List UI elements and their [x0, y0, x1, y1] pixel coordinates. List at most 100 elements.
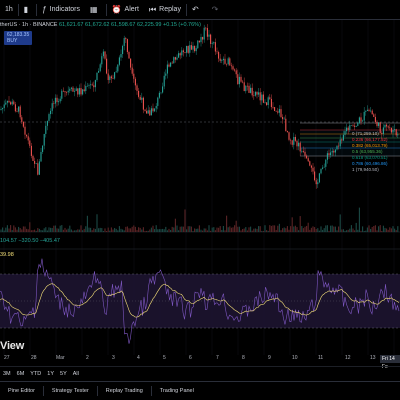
chart-canvas[interactable]: [0, 20, 400, 358]
time-tick-label: 3: [112, 355, 115, 361]
candle-body: [0, 109, 2, 110]
volume-bar: [77, 229, 79, 232]
candle-body: [387, 126, 389, 128]
indicators-button[interactable]: ƒ Indicators: [37, 0, 85, 20]
range-1y-button[interactable]: 1Y: [47, 370, 55, 377]
volume-bar: [179, 226, 181, 232]
symbol-legend[interactable]: therUS · 1h · BINANCE 61,621.67 61,672.6…: [0, 22, 201, 28]
range-5y-button[interactable]: 5Y: [60, 370, 67, 377]
candle-body: [232, 66, 234, 70]
candle-body: [75, 88, 77, 91]
volume-bar: [144, 230, 146, 232]
time-tick-label: 5: [163, 355, 166, 361]
buy-price-badge[interactable]: 62,183.35 BUY: [4, 31, 33, 45]
tab-trading-panel[interactable]: Trading Panel: [159, 388, 194, 394]
replay-icon: ⏮: [148, 4, 157, 14]
candle-body: [173, 57, 175, 64]
volume-bar: [30, 230, 32, 232]
candle-body: [210, 34, 212, 44]
volume-bar: [181, 226, 183, 232]
tab-pine-editor[interactable]: Pine Editor: [8, 388, 35, 394]
tab-strategy-tester[interactable]: Strategy Tester: [51, 388, 89, 394]
time-axis[interactable]: 27 28 Mar 2 3 4 5 6 7 8 9 10 11 12 13: [0, 354, 400, 364]
candle-body: [272, 107, 274, 108]
volume-bar: [309, 229, 311, 232]
layout-button[interactable]: ▦: [85, 0, 106, 20]
range-6m-button[interactable]: 6M: [16, 370, 25, 377]
candle-body: [190, 45, 192, 50]
rsi-value: 39.98: [0, 252, 14, 258]
volume-bar: [331, 225, 333, 232]
volume-bar: [354, 230, 356, 232]
volume-bar: [232, 227, 234, 232]
tab-replay-trading[interactable]: Replay Trading: [105, 388, 143, 394]
range-all-button[interactable]: All: [72, 370, 79, 377]
candle-body: [138, 90, 140, 97]
volume-bar: [94, 228, 96, 232]
candle-body: [72, 87, 74, 92]
volume-bar: [290, 226, 292, 232]
candle-body: [32, 155, 34, 161]
candle-body: [133, 73, 135, 79]
candle-type-button[interactable]: ▮: [19, 0, 36, 20]
volume-bar: [26, 228, 28, 232]
volume-bar: [146, 230, 148, 232]
volume-bar: [221, 229, 223, 232]
candle-body: [256, 91, 258, 95]
alert-button[interactable]: ⏰ Alert: [107, 0, 144, 20]
candle-body: [301, 150, 303, 152]
volume-bar: [346, 230, 348, 232]
candle-body: [141, 97, 143, 100]
chart-svg[interactable]: [0, 20, 400, 358]
volume-bar: [56, 228, 58, 232]
volume-bar: [366, 227, 368, 232]
candle-body: [74, 90, 76, 92]
candle-body: [222, 58, 224, 61]
fib-level-label: 0 (71,259.10): [352, 131, 379, 136]
volume-bar: [234, 225, 236, 232]
range-ytd-button[interactable]: YTD: [30, 370, 42, 377]
grid-icon: ▦: [90, 5, 98, 14]
undo-button[interactable]: ↶: [187, 0, 207, 20]
candle-body: [267, 97, 269, 106]
toolbar-divider: [105, 3, 107, 16]
candle-body: [334, 149, 336, 153]
candle-body: [216, 51, 218, 53]
candle-body: [280, 109, 282, 118]
bottom-panel: Pine Editor Strategy Tester Replay Trading…: [0, 381, 400, 400]
candle-body: [184, 52, 186, 53]
candle-body: [13, 101, 15, 105]
volume-bar: [16, 229, 18, 232]
candle-body: [80, 88, 82, 95]
volume-bar: [282, 228, 284, 232]
replay-button[interactable]: ⏮ Replay: [144, 0, 186, 20]
time-cursor-label: Fri 14 Fe: [380, 355, 400, 370]
interval-button[interactable]: 1h: [0, 0, 18, 20]
range-3m-button[interactable]: 3M: [3, 370, 11, 377]
symbol-name[interactable]: therUS · 1h · BINANCE: [0, 22, 58, 28]
candle-body: [101, 56, 103, 65]
volume-bar: [355, 222, 357, 232]
volume-bar: [293, 226, 295, 232]
redo-button[interactable]: ↷: [207, 0, 227, 20]
volume-bar: [342, 229, 344, 232]
volume-bar: [229, 226, 231, 232]
volume-bar: [61, 225, 63, 232]
candle-body: [50, 110, 52, 115]
candle-body: [152, 108, 154, 112]
candle-body: [341, 139, 343, 141]
ohlc-values: 61,621.67 61,672.62 61,598.67 62,225.99 …: [59, 22, 201, 28]
volume-bar: [387, 229, 389, 232]
candle-body: [96, 72, 98, 81]
candle-body: [285, 118, 287, 132]
volume-bar: [262, 230, 264, 232]
candle-body: [206, 28, 208, 37]
date-range-bar: 3M 6M YTD 1Y 5Y All: [0, 366, 400, 380]
candle-body: [195, 48, 197, 52]
volume-bar: [13, 225, 15, 232]
volume-bar: [242, 229, 244, 232]
volume-bar: [147, 230, 149, 232]
candle-body: [194, 45, 196, 52]
volume-bar: [272, 225, 274, 232]
volume-bar: [29, 222, 31, 232]
